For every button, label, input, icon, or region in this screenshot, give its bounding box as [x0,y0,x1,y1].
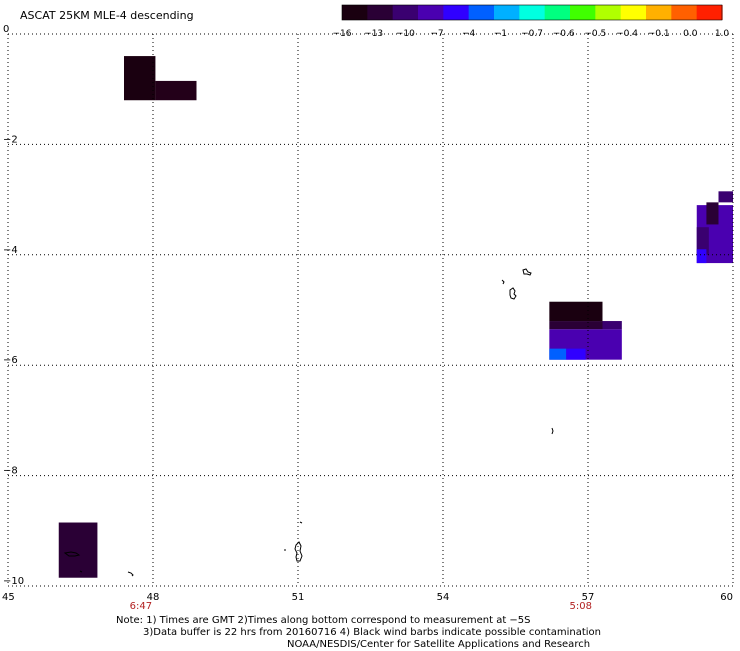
colorbar-swatch [342,5,368,20]
longitude-label: 60 [720,592,733,603]
data-cell [602,321,622,330]
colorbar-swatch [519,5,546,20]
latitude-label: 0 [3,24,9,35]
axis-tick-labels: 45 48 51 54 57 60 0 −2 −4 −6 −8 −10 [2,24,733,603]
map-title: ASCAT 25KM MLE-4 descending [20,9,194,22]
colorbar-swatch [595,5,622,20]
colorbar-swatch [646,5,672,20]
longitude-label: 51 [292,592,305,603]
colorbar-swatch [620,5,647,20]
colorbar-swatch [392,5,419,20]
colorbar-label: −0.4 [616,29,638,39]
data-cell [124,56,156,101]
coastline-islands [63,268,554,577]
data-cell [549,321,603,330]
colorbar-swatch [367,5,394,20]
colorbar-label: 0.0 [683,29,698,39]
colorbar-swatch [544,5,571,20]
latitude-label: −6 [3,355,18,366]
data-cell [718,191,733,203]
coastline-path [299,521,303,524]
note-line-2: 3)Data buffer is 22 hrs from 20160716 4)… [143,627,601,638]
coastline-path [294,541,303,562]
latitude-label: −4 [3,245,18,256]
wind-map[interactable]: −16 −13 −10 −7 −4 −1 −0.7 −0.6 −0.5 −0.4 −0.1 0.0 1.… [0,0,740,614]
colorbar-swatch [696,5,723,20]
colorbar-swatch [671,5,698,20]
data-cell [58,522,98,578]
coastline-path [551,427,554,435]
colorbar [341,4,723,21]
coastline-path [79,570,83,573]
data-cell [155,80,197,101]
data-cell [696,227,709,255]
colorbar-swatch [418,5,444,20]
pass-time-labels: 6:47 5:08 [130,601,592,612]
colorbar-label: −10 [396,29,415,39]
data-cell [566,348,586,360]
colorbar-swatch [570,5,596,20]
scatterometer-data-layer [58,56,733,578]
latitude-label: −8 [3,466,18,477]
coastline-path [127,571,134,577]
colorbar-label: 1.0 [715,29,730,39]
colorbar-label: −0.6 [553,29,575,39]
colorbar-swatch [443,5,470,20]
data-cell [549,301,603,322]
coastline-path [509,287,517,300]
pass-time-label: 6:47 [130,601,152,612]
longitude-label: 54 [437,592,450,603]
latitude-label: −10 [3,576,24,587]
latitude-label: −2 [3,134,18,145]
colorbar-swatch [494,5,520,20]
coastline-path [63,551,81,557]
colorbar-swatch [468,5,495,20]
note-line-3: NOAA/NESDIS/Center for Satellite Applica… [287,639,591,650]
note-line-1: Note: 1) Times are GMT 2)Times along bot… [116,615,531,626]
longitude-label: 45 [2,592,15,603]
lat-lon-grid [7,33,734,587]
colorbar-label: −16 [333,29,352,39]
colorbar-label: −0.1 [648,29,670,39]
data-cell [706,202,719,225]
longitude-label: 48 [147,592,160,603]
colorbar-frame [341,4,723,21]
data-cell [549,348,567,360]
coastline-path [522,268,532,276]
data-cell [696,249,707,264]
longitude-label: 57 [582,592,595,603]
colorbar-label: −13 [364,29,383,39]
colorbar-label: −0.5 [584,29,606,39]
pass-time-label: 5:08 [570,601,592,612]
coastline-path [501,279,505,285]
